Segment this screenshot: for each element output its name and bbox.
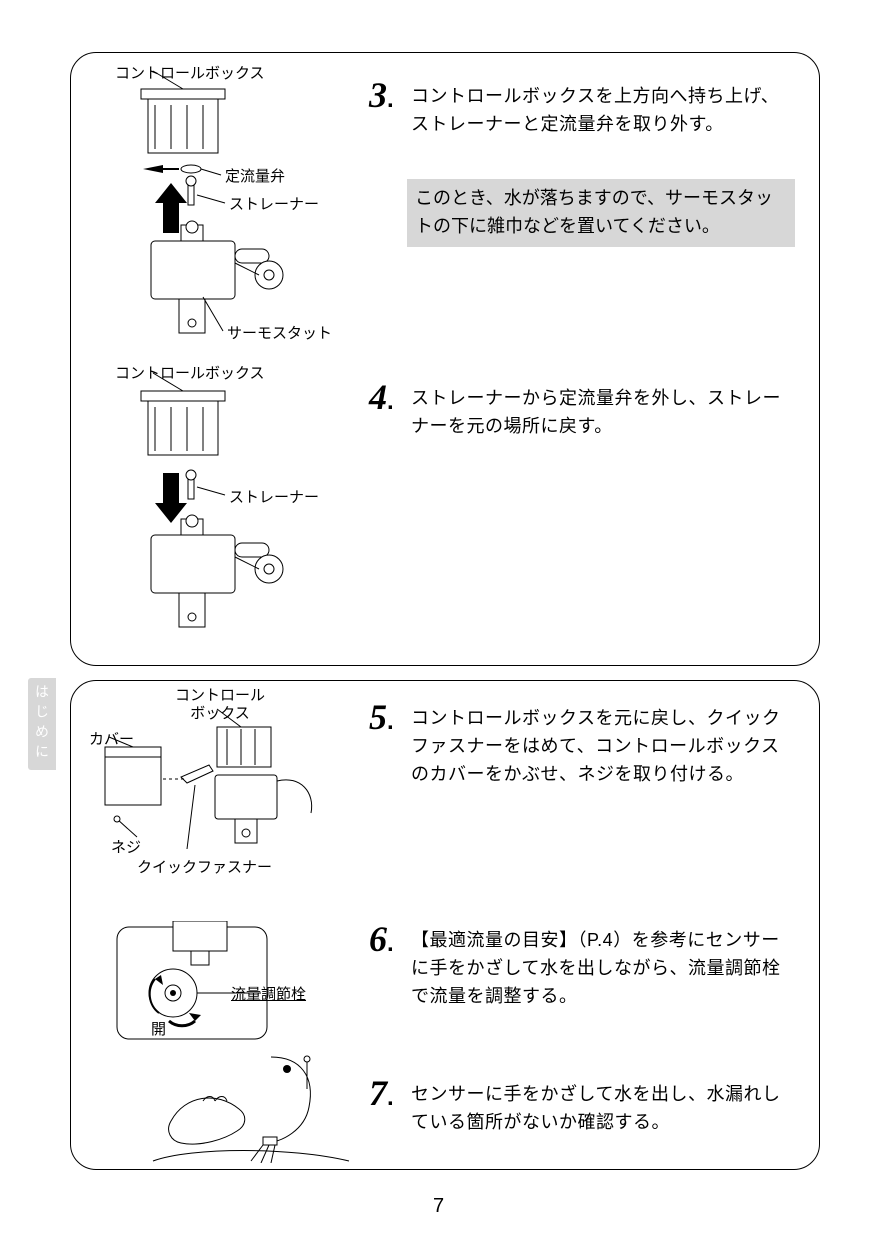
diagram-step4 <box>93 365 373 665</box>
step-number-4-digit: 4 <box>369 377 387 417</box>
label-strainer-1: ストレーナー <box>229 196 319 214</box>
label-open: 開 <box>151 1021 166 1039</box>
step-text-6: 【最適流量の目安】（P.4）を参考にセンサーに手をかざして水を出しながら、流量調… <box>411 927 791 1011</box>
panel-top: コントロールボックス 定流量弁 ストレーナー サーモスタット コントロールボック… <box>70 52 820 666</box>
label-screw: ネジ <box>111 839 141 857</box>
step-text-5: コントロールボックスを元に戻し、クイックファスナーをはめて、コントロールボックス… <box>411 705 791 789</box>
label-control-box-2: コントロールボックス <box>115 365 265 383</box>
panel-bottom: コントロール ボックス カバー ネジ クイックファスナー 流量調節栓 開 5. … <box>70 680 820 1170</box>
step-number-5: 5. <box>369 699 394 735</box>
step-number-6: 6. <box>369 921 394 957</box>
step-number-7-digit: 7 <box>369 1073 387 1113</box>
label-control-box-1: コントロールボックス <box>115 65 265 83</box>
label-quick-fastener: クイックファスナー <box>137 859 272 877</box>
diagram-step6 <box>111 921 341 1045</box>
step-number-7: 7. <box>369 1075 394 1111</box>
label-strainer-2: ストレーナー <box>229 489 319 507</box>
page-number: 7 <box>0 1195 877 1218</box>
page: はじめに <box>0 0 877 1240</box>
step-text-4: ストレーナーから定流量弁を外し、ストレーナーを元の場所に戻す。 <box>411 385 791 441</box>
step-number-3-digit: 3 <box>369 75 387 115</box>
diagram-step7 <box>151 1051 351 1163</box>
step-number-3: 3. <box>369 77 394 113</box>
label-flow-control-valve: 流量調節栓 <box>231 986 306 1004</box>
step-number-4: 4. <box>369 379 394 415</box>
step-note-3: このとき、水が落ちますので、サーモスタットの下に雑巾などを置いてください。 <box>407 179 795 247</box>
step-number-5-digit: 5 <box>369 697 387 737</box>
side-tab: はじめに <box>28 678 56 770</box>
step-text-7: センサーに手をかざして水を出し、水漏れしている箇所がないか確認する。 <box>411 1081 791 1137</box>
label-constant-flow-valve: 定流量弁 <box>225 168 285 186</box>
label-cover: カバー <box>89 731 134 749</box>
label-control-box-3: コントロール ボックス <box>175 687 265 723</box>
step-number-6-digit: 6 <box>369 919 387 959</box>
label-thermostat: サーモスタット <box>227 325 332 343</box>
step-text-3: コントロールボックスを上方向へ持ち上げ、ストレーナーと定流量弁を取り外す。 <box>411 83 791 139</box>
